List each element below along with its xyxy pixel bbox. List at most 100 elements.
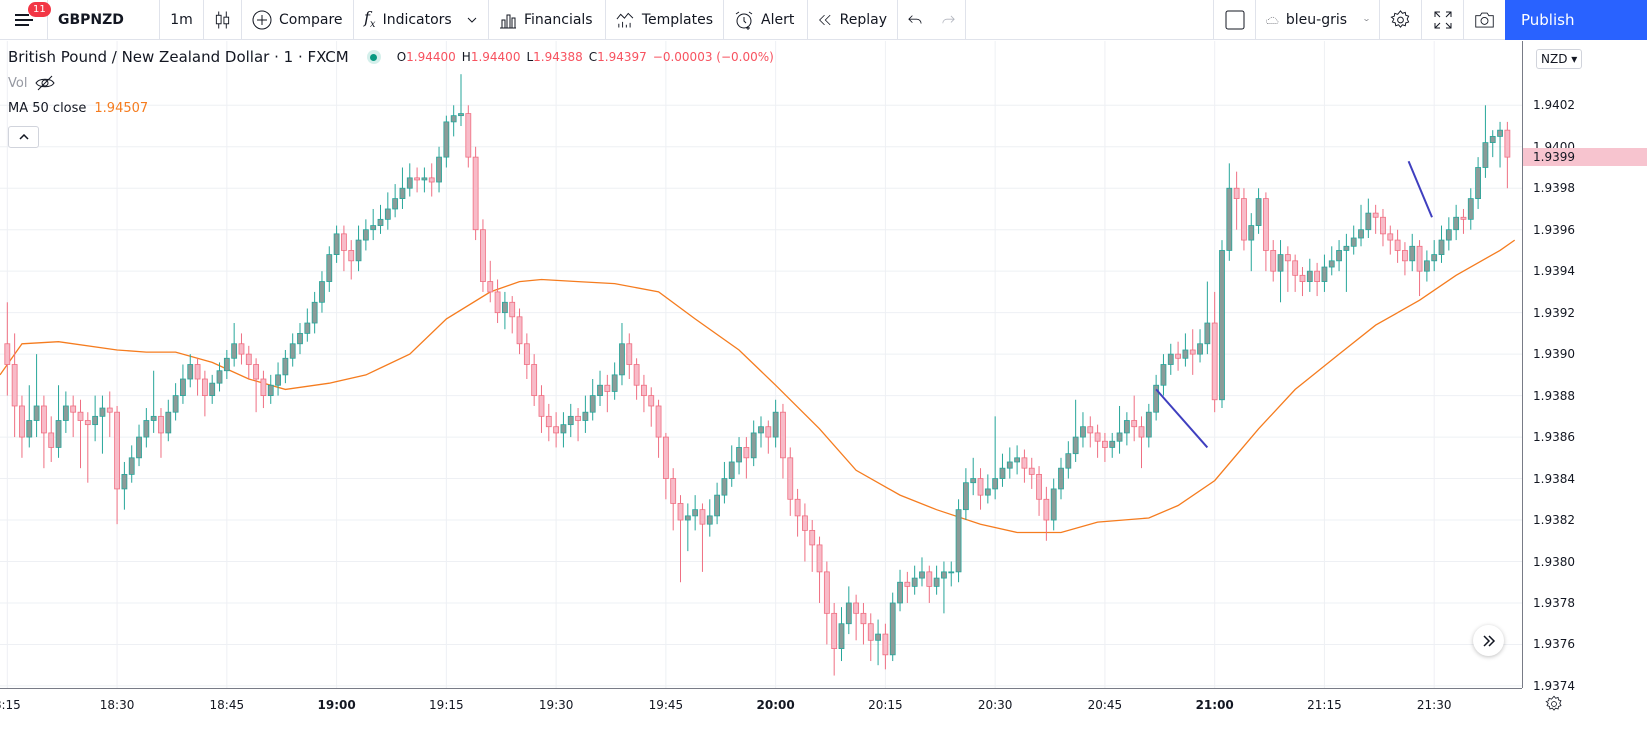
- replay-button[interactable]: Replay: [808, 0, 898, 40]
- chevron-down-icon: [1364, 18, 1369, 22]
- chart-type-button[interactable]: [204, 0, 242, 40]
- candle-body: [1394, 239, 1401, 251]
- fullscreen-button[interactable]: [1421, 0, 1463, 40]
- scroll-to-realtime-button[interactable]: [1473, 625, 1504, 656]
- candle-up: [1182, 333, 1189, 367]
- price-chart[interactable]: [0, 41, 1522, 688]
- candle-body: [1255, 198, 1262, 226]
- redo-button[interactable]: [932, 0, 966, 40]
- candle-body: [809, 529, 816, 546]
- trend-line-drawing: [1155, 388, 1209, 449]
- eye-hidden-icon[interactable]: [35, 75, 56, 91]
- time-axis[interactable]: 8:15 18:30 18:45 19:00 19:15 19:30 19:45 20:00 2…: [0, 688, 1522, 718]
- candle-body: [1080, 426, 1086, 438]
- candle-up: [1328, 246, 1335, 276]
- cloud-icon: [1266, 16, 1279, 24]
- candle-body: [1043, 498, 1050, 521]
- candle-body: [677, 503, 684, 521]
- time-tick-label: 20:15: [868, 698, 903, 712]
- undo-button[interactable]: [898, 0, 932, 40]
- ma-label[interactable]: MA 50 close: [8, 101, 87, 116]
- time-tick-label: 8:15: [0, 698, 21, 712]
- candle-body: [992, 478, 999, 490]
- settings-button[interactable]: [1379, 0, 1421, 40]
- publish-label: Publish: [1521, 11, 1575, 29]
- interval-button[interactable]: 1m: [160, 0, 204, 40]
- indicators-button[interactable]: fx Indicators: [354, 0, 489, 40]
- candle-down: [853, 594, 860, 641]
- candle-body: [1160, 364, 1167, 386]
- candle-up: [275, 362, 281, 396]
- templates-button[interactable]: Templates: [606, 0, 724, 40]
- candle-down: [341, 225, 347, 272]
- symbol-search-button[interactable]: GBPNZD: [48, 0, 160, 40]
- financials-label: Financials: [524, 11, 593, 28]
- interval-label: 1m: [170, 11, 193, 28]
- candle-body: [275, 374, 281, 386]
- price-axis[interactable]: 1.9374 1.9376 1.9378 1.9380 1.9382 1.9384 1.93…: [1522, 41, 1647, 693]
- candle-body: [531, 364, 538, 397]
- candle-body: [831, 612, 838, 649]
- volume-label: Vol: [8, 75, 28, 91]
- candle-up: [209, 374, 216, 404]
- candle-body: [787, 457, 794, 500]
- axis-settings-gear-icon[interactable]: [1545, 695, 1563, 713]
- candle-down: [260, 370, 267, 409]
- candle-up: [619, 323, 625, 386]
- candle-down: [743, 437, 750, 479]
- alert-button[interactable]: Alert: [724, 0, 808, 40]
- candle-body: [19, 405, 25, 438]
- collapse-legend-button[interactable]: [8, 126, 39, 148]
- compare-label: Compare: [279, 11, 343, 28]
- candle-down: [823, 561, 830, 645]
- candle-body: [1138, 426, 1145, 438]
- candle-body: [143, 420, 150, 438]
- ohlc-values: O1.94400 H1.94400 L1.94388 C1.94397 −0.0…: [397, 50, 774, 64]
- candle-body: [1504, 129, 1511, 158]
- snapshot-button[interactable]: [1463, 0, 1505, 40]
- candle-up: [297, 323, 303, 355]
- series-title[interactable]: British Pound / New Zealand Dollar · 1 ·…: [8, 48, 349, 66]
- candle-down: [1270, 240, 1277, 282]
- candle-body: [1321, 266, 1328, 282]
- candle-body: [1475, 167, 1481, 200]
- candle-body: [838, 623, 845, 649]
- candle-body: [1153, 384, 1160, 413]
- price-tick-label: 1.9398: [1533, 181, 1575, 196]
- candle-body: [1497, 129, 1503, 137]
- currency-selector[interactable]: NZD ▾: [1536, 49, 1583, 69]
- candle-down: [794, 488, 801, 537]
- candle-body: [165, 411, 172, 434]
- candle-up: [1431, 240, 1438, 272]
- time-tick-label: 20:30: [977, 698, 1013, 712]
- menu-button[interactable]: 11: [0, 0, 51, 40]
- compare-button[interactable]: Compare: [242, 0, 354, 40]
- candle-down: [816, 536, 823, 603]
- candle-body: [1306, 270, 1313, 282]
- candle-body: [1189, 349, 1196, 355]
- candle-up: [136, 424, 142, 467]
- candle-up: [560, 412, 567, 448]
- chevron-down-icon[interactable]: [467, 17, 477, 23]
- candle-up: [355, 225, 362, 272]
- candle-down: [677, 495, 684, 583]
- camera-icon: [1475, 12, 1494, 28]
- candle-body: [1021, 457, 1028, 469]
- candle-up: [589, 379, 596, 421]
- candle-up: [304, 308, 311, 342]
- candle-down: [780, 403, 786, 479]
- layout-name-button[interactable]: bleu-gris: [1255, 0, 1379, 40]
- publish-button[interactable]: Publish: [1505, 0, 1647, 40]
- candle-up: [1306, 258, 1313, 292]
- candle-body: [1314, 270, 1321, 282]
- candle-body: [114, 411, 120, 490]
- candle-body: [538, 395, 545, 417]
- financials-button[interactable]: Financials: [489, 0, 606, 40]
- layout-toggle-button[interactable]: [1213, 0, 1255, 40]
- candle-down: [509, 296, 516, 334]
- candle-body: [1402, 250, 1408, 262]
- candle-down: [1189, 329, 1196, 375]
- candle-down: [626, 333, 633, 380]
- candle-body: [1416, 245, 1423, 272]
- candle-down: [1102, 432, 1108, 462]
